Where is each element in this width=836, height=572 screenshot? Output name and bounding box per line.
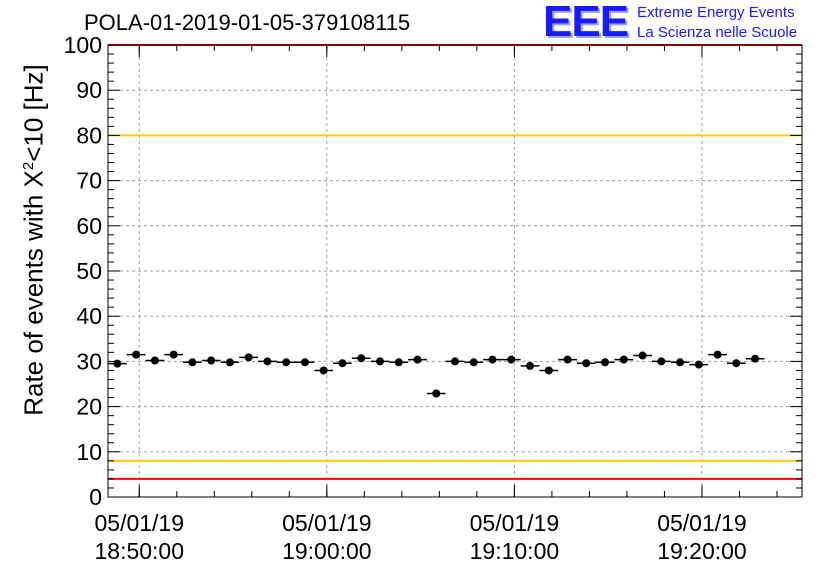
data-point xyxy=(132,350,141,359)
x-tick-label-date: 05/01/19 xyxy=(94,510,184,536)
x-tick-label-date: 05/01/19 xyxy=(282,510,372,536)
data-point xyxy=(619,355,628,364)
data-points xyxy=(108,350,765,398)
data-point xyxy=(676,358,685,367)
grid-lines xyxy=(108,45,802,497)
y-tick-label: 10 xyxy=(76,439,102,465)
data-point xyxy=(113,359,122,368)
y-tick-label: 20 xyxy=(76,394,102,420)
y-tick-label: 90 xyxy=(76,77,102,103)
y-axis-label-suffix: <10 [Hz] xyxy=(18,64,49,162)
reference-lines xyxy=(108,44,802,480)
y-tick-label: 100 xyxy=(64,32,102,58)
x-tick-label-date: 05/01/19 xyxy=(470,510,560,536)
y-tick-label: 0 xyxy=(89,484,102,510)
y-axis-label: Rate of events with X2<10 [Hz] xyxy=(19,64,50,416)
y-axis-label-prefix: Rate of events with X xyxy=(18,170,49,416)
plot-border xyxy=(107,44,803,498)
data-point xyxy=(282,358,291,367)
data-point xyxy=(751,354,760,363)
data-point xyxy=(732,359,741,368)
tick-labels: 010203040506070809010005/01/1918:50:0005… xyxy=(64,32,747,564)
data-point xyxy=(526,361,535,370)
data-point xyxy=(713,350,722,359)
x-tick-label-time: 18:50:00 xyxy=(94,538,184,564)
chart-title: POLA-01-2019-01-05-379108115 xyxy=(84,10,411,35)
data-point xyxy=(375,357,384,366)
y-tick-label: 50 xyxy=(76,258,102,284)
data-point xyxy=(263,357,272,366)
data-point xyxy=(150,356,159,365)
y-tick-label: 80 xyxy=(76,122,102,148)
data-point xyxy=(657,357,666,366)
data-point xyxy=(563,355,572,364)
data-point xyxy=(413,355,422,364)
x-tick-label-time: 19:00:00 xyxy=(282,538,372,564)
y-tick-label: 40 xyxy=(76,303,102,329)
data-point xyxy=(394,358,403,367)
data-point xyxy=(338,359,347,368)
data-point xyxy=(207,356,216,365)
eee-logo: EEE xyxy=(543,0,629,46)
x-tick-label-date: 05/01/19 xyxy=(657,510,747,536)
data-point xyxy=(469,358,478,367)
data-point xyxy=(488,355,497,364)
data-point xyxy=(694,360,703,369)
y-axis-label-sup: 2 xyxy=(19,161,37,171)
x-tick-label-time: 19:20:00 xyxy=(657,538,747,564)
data-point xyxy=(544,366,553,375)
x-tick-label-time: 19:10:00 xyxy=(470,538,560,564)
data-point xyxy=(451,357,459,366)
y-tick-label: 60 xyxy=(76,213,102,239)
data-point xyxy=(300,358,309,367)
logo-subtitle-2: La Scienza nelle Scuole xyxy=(637,24,798,41)
data-point xyxy=(432,389,441,398)
data-point xyxy=(582,359,591,368)
y-tick-label: 70 xyxy=(76,168,102,194)
data-point xyxy=(188,358,197,367)
y-tick-label: 30 xyxy=(76,348,102,374)
data-point xyxy=(319,366,328,375)
logo-subtitle-1: Extreme Energy Events xyxy=(637,4,795,21)
data-point xyxy=(507,355,516,364)
data-point xyxy=(244,353,253,362)
data-point xyxy=(225,358,234,367)
data-point xyxy=(169,350,178,359)
plot-frame xyxy=(107,44,803,498)
data-point xyxy=(638,351,647,360)
data-point xyxy=(357,354,366,363)
data-point xyxy=(601,358,610,367)
